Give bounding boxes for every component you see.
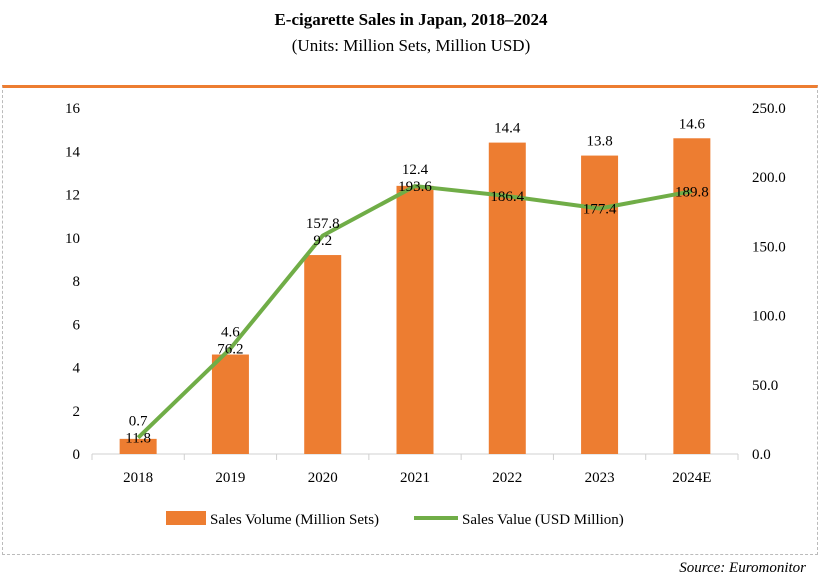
bar-sales-volume — [304, 255, 342, 454]
line-data-label: 189.8 — [675, 184, 709, 200]
bar-sales-volume — [396, 185, 434, 454]
x-axis-tick-label: 2024E — [672, 470, 711, 486]
right-axis-tick-label: 150.0 — [752, 239, 786, 255]
left-axis-tick-label: 10 — [65, 231, 80, 247]
legend-label-sales-volume: Sales Volume (Million Sets) — [210, 512, 379, 528]
line-data-label: 76.2 — [217, 342, 243, 358]
x-axis-tick-label: 2020 — [308, 470, 338, 486]
bar-data-label: 4.6 — [221, 325, 240, 341]
bar-sales-volume — [673, 138, 711, 454]
left-axis-tick-label: 16 — [65, 101, 81, 117]
right-axis-tick-label: 250.0 — [752, 101, 786, 117]
bar-data-label: 9.2 — [313, 233, 332, 249]
right-axis-tick-label: 200.0 — [752, 170, 786, 186]
bar-sales-volume — [581, 155, 619, 454]
line-data-label: 186.4 — [490, 189, 524, 205]
line-data-label: 177.4 — [583, 201, 617, 217]
x-axis-tick-label: 2019 — [215, 470, 245, 486]
bar-data-label: 13.8 — [586, 134, 612, 150]
x-axis-tick-label: 2018 — [123, 470, 153, 486]
x-axis-tick-label: 2023 — [585, 470, 615, 486]
left-axis-tick-label: 0 — [73, 447, 81, 463]
bar-data-label: 0.7 — [129, 414, 148, 430]
line-data-label: 11.8 — [125, 431, 151, 447]
line-data-label: 193.6 — [398, 179, 432, 195]
right-axis-tick-label: 0.0 — [752, 447, 771, 463]
left-axis-tick-label: 14 — [65, 144, 81, 160]
bar-data-label: 14.4 — [494, 121, 521, 137]
chart-subtitle: (Units: Million Sets, Million USD) — [291, 36, 531, 55]
x-axis-tick-label: 2021 — [400, 470, 430, 486]
left-axis-tick-label: 4 — [73, 361, 81, 377]
chart-frame — [2, 85, 818, 555]
left-axis-tick-label: 6 — [73, 317, 81, 333]
legend-label-sales-value: Sales Value (USD Million) — [462, 512, 624, 528]
bar-data-label: 14.6 — [679, 116, 706, 132]
source-note: Source: Euromonitor — [679, 560, 806, 576]
line-data-label: 157.8 — [306, 216, 340, 232]
left-axis-tick-label: 8 — [73, 274, 81, 290]
chart-title: E-cigarette Sales in Japan, 2018‒2024 — [274, 10, 548, 29]
bar-sales-volume — [119, 438, 157, 454]
bar-sales-volume — [211, 354, 249, 454]
left-axis-tick-label: 2 — [73, 404, 81, 420]
left-axis-tick-label: 12 — [65, 188, 80, 204]
right-axis-tick-label: 100.0 — [752, 309, 786, 325]
bar-data-label: 12.4 — [402, 162, 429, 178]
right-axis-tick-label: 50.0 — [752, 378, 778, 394]
legend-swatch-sales-volume — [166, 511, 206, 525]
x-axis-tick-label: 2022 — [492, 470, 522, 486]
